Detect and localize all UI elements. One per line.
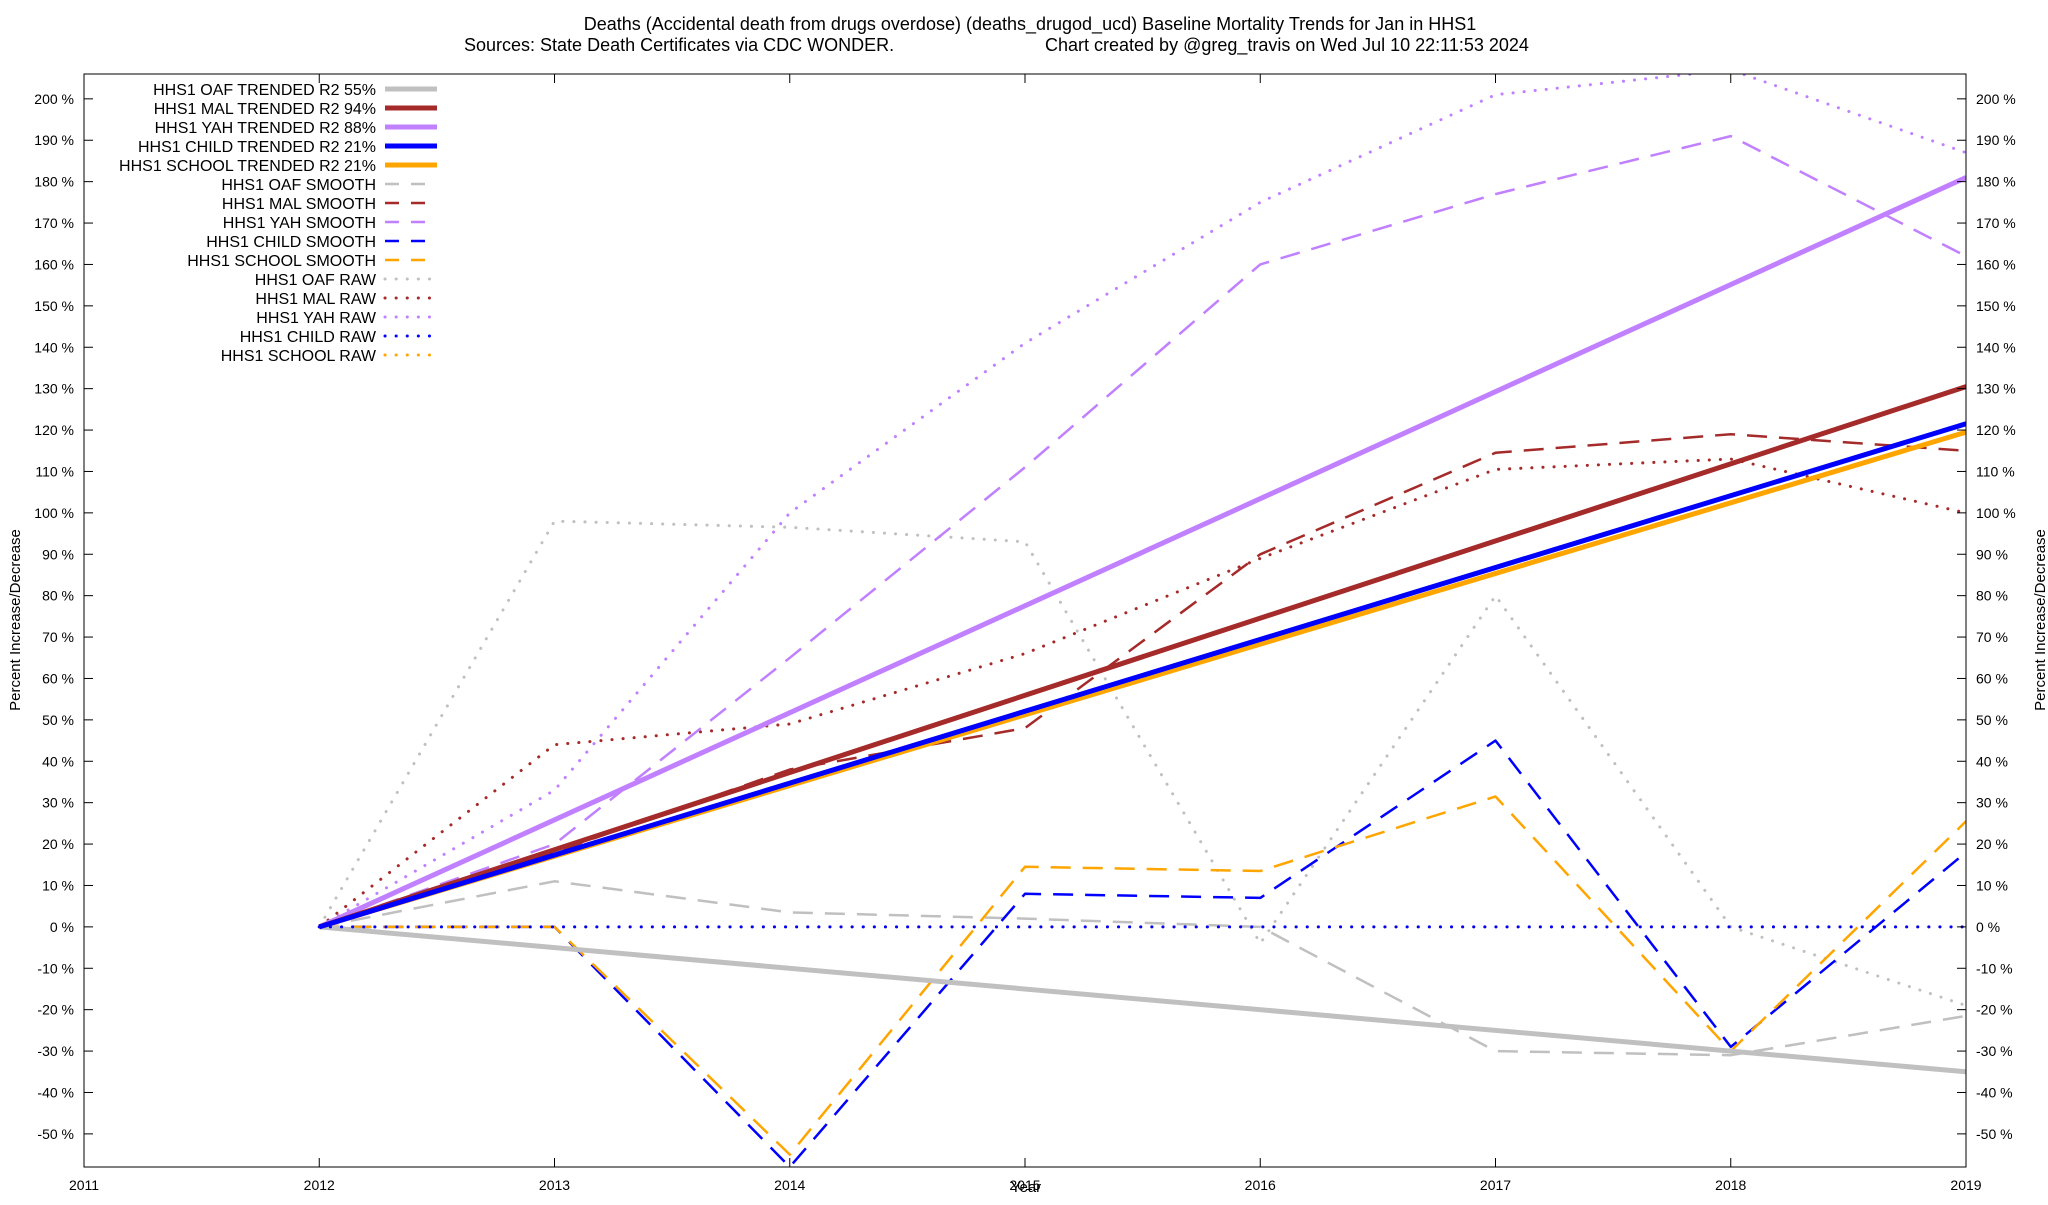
legend-entry-label: HHS1 SCHOOL TRENDED R2 21% — [119, 158, 376, 175]
y-tick-label-left: 190 % — [34, 132, 74, 148]
y-tick-label-right: 20 % — [1976, 836, 2008, 852]
y-tick-label-left: -10 % — [37, 960, 74, 976]
y-tick-label-left: 180 % — [34, 174, 74, 190]
legend-entry-label: HHS1 CHILD SMOOTH — [206, 234, 376, 251]
y-tick-label-left: 150 % — [34, 298, 74, 314]
y-tick-label-left: -50 % — [37, 1126, 74, 1142]
x-tick-label: 2013 — [539, 1177, 570, 1193]
series-line-hhs1-school-smooth — [319, 795, 1966, 1156]
y-tick-label-right: 120 % — [1976, 422, 2016, 438]
x-tick-label: 2012 — [304, 1177, 335, 1193]
y-tick-label-right: 50 % — [1976, 712, 2008, 728]
y-axis-label-left: Percent Increase/Decrease — [7, 529, 24, 711]
y-tick-label-right: 70 % — [1976, 629, 2008, 645]
y-tick-label-left: 80 % — [42, 588, 74, 604]
y-tick-label-left: 140 % — [34, 339, 74, 355]
legend-entry-label: HHS1 YAH RAW — [256, 310, 377, 327]
legend-entry-label: HHS1 CHILD RAW — [240, 329, 377, 346]
legend-entry-label: HHS1 OAF SMOOTH — [221, 177, 376, 194]
plot-area — [317, 74, 1966, 1167]
series-line-hhs1-child-smooth — [319, 739, 1966, 1167]
y-tick-label-left: 90 % — [42, 546, 74, 562]
y-tick-label-right: 150 % — [1976, 298, 2016, 314]
y-tick-label-left: 40 % — [42, 753, 74, 769]
x-tick-label: 2011 — [69, 1177, 99, 1193]
chart-title: Deaths (Accidental death from drugs over… — [584, 14, 1476, 35]
y-tick-label-right: 200 % — [1976, 91, 2016, 107]
y-tick-label-right: 60 % — [1976, 670, 2008, 686]
y-axis-label-right: Percent Increase/Decrease — [2032, 529, 2048, 711]
x-tick-label: 2018 — [1715, 1177, 1746, 1193]
y-tick-label-right: 0 % — [1976, 919, 2000, 935]
y-tick-label-right: 80 % — [1976, 588, 2008, 604]
x-tick-label: 2019 — [1950, 1177, 1981, 1193]
y-tick-label-left: -20 % — [37, 1002, 74, 1018]
y-tick-label-right: -40 % — [1976, 1084, 2013, 1100]
y-tick-label-left: 170 % — [34, 215, 74, 231]
y-tick-label-left: 10 % — [42, 877, 74, 893]
y-tick-label-left: 60 % — [42, 670, 74, 686]
y-tick-label-right: -10 % — [1976, 960, 2013, 976]
y-tick-label-left: 0 % — [50, 919, 74, 935]
y-tick-label-right: 140 % — [1976, 339, 2016, 355]
y-tick-label-right: 110 % — [1976, 463, 2015, 479]
x-axis-label: Year — [1011, 1179, 1041, 1196]
chart-credit-note: Chart created by @greg_travis on Wed Jul… — [1045, 35, 1529, 56]
series-line-hhs1-oaf-raw — [317, 519, 1966, 1007]
y-tick-label-left: 130 % — [34, 381, 74, 397]
y-tick-label-left: -40 % — [37, 1084, 74, 1100]
y-tick-label-right: 40 % — [1976, 753, 2008, 769]
y-tick-label-left: 70 % — [42, 629, 74, 645]
y-tick-label-right: 170 % — [1976, 215, 2016, 231]
legend-entry-label: HHS1 YAH SMOOTH — [223, 215, 376, 232]
y-tick-label-left: 200 % — [34, 91, 74, 107]
y-tick-label-left: 110 % — [35, 463, 74, 479]
y-tick-label-right: 30 % — [1976, 795, 2008, 811]
x-tick-label: 2015 — [1009, 1177, 1040, 1193]
series-lines — [317, 74, 1966, 1167]
y-tick-label-left: -30 % — [37, 1043, 74, 1059]
y-tick-label-right: 160 % — [1976, 256, 2016, 272]
legend-entry-label: HHS1 YAH TRENDED R2 88% — [155, 120, 376, 137]
y-tick-label-left: 100 % — [34, 505, 74, 521]
y-tick-label-right: -30 % — [1976, 1043, 2013, 1059]
axes: 2011 2012 2013 2014 2015 2016 2017 2018 2019 200 … — [34, 73, 2016, 1193]
legend-entry-label: HHS1 MAL SMOOTH — [222, 196, 376, 213]
y-tick-label-right: 10 % — [1976, 877, 2008, 893]
legend-entry-label: HHS1 CHILD TRENDED R2 21% — [138, 139, 376, 156]
series-line-hhs1-oaf-trended-r2-55 — [319, 924, 1966, 1075]
series-line-hhs1-mal-trended-r2-94 — [318, 384, 1966, 930]
y-tick-label-right: 130 % — [1976, 381, 2016, 397]
x-tick-label: 2014 — [774, 1177, 805, 1193]
legend-entry-label: HHS1 SCHOOL SMOOTH — [187, 253, 376, 270]
chart-source-note: Sources: State Death Certificates via CD… — [464, 35, 894, 55]
y-tick-label-right: 90 % — [1976, 546, 2008, 562]
legend-entry-label: HHS1 SCHOOL RAW — [221, 348, 377, 365]
x-tick-label: 2017 — [1480, 1177, 1511, 1193]
series-line-hhs1-yah-trended-r2-88 — [318, 175, 1966, 930]
y-tick-label-left: 120 % — [34, 422, 74, 438]
y-tick-label-right: 100 % — [1976, 505, 2016, 521]
y-tick-label-right: 180 % — [1976, 174, 2016, 190]
legend-entry-label: HHS1 OAF RAW — [255, 272, 377, 289]
legend-entry-label: HHS1 MAL TRENDED R2 94% — [154, 101, 376, 118]
y-tick-label-left: 30 % — [42, 795, 74, 811]
series-line-hhs1-yah-raw — [317, 74, 1966, 929]
legend-entry-label: HHS1 OAF TRENDED R2 55% — [153, 82, 376, 99]
x-tick-label: 2016 — [1245, 1177, 1276, 1193]
legend-entry-label: HHS1 MAL RAW — [255, 291, 377, 308]
y-tick-label-left: 50 % — [42, 712, 74, 728]
series-line-hhs1-oaf-smooth — [319, 880, 1966, 1057]
series-line-hhs1-child-trended-r2-21 — [318, 421, 1966, 930]
series-line-hhs1-yah-smooth — [318, 134, 1966, 929]
legend: HHS1 OAF TRENDED R2 55% HHS1 MAL TRENDED … — [119, 82, 439, 365]
y-tick-label-right: -20 % — [1976, 1002, 2013, 1018]
y-tick-label-right: -50 % — [1976, 1126, 2013, 1142]
y-tick-label-right: 190 % — [1976, 132, 2016, 148]
y-tick-label-left: 160 % — [34, 256, 74, 272]
y-tick-label-left: 20 % — [42, 836, 74, 852]
